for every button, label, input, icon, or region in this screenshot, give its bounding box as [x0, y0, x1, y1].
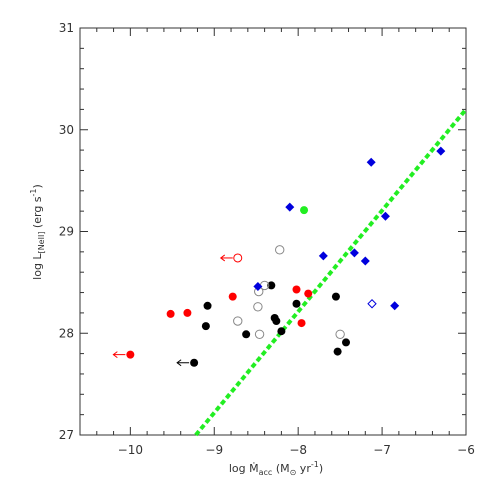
data-point-open [254, 329, 265, 339]
y-axis-label-units-close: ) [31, 184, 44, 188]
data-point [292, 285, 301, 294]
data-point-diamond [318, 251, 328, 261]
x-axis-label: log Ṁacc (M⊙ yr-1) [229, 460, 323, 477]
data-point [292, 299, 301, 308]
y-tick-label: 31 [59, 21, 74, 35]
upper-limit-marker [126, 350, 135, 359]
axis-ticks [79, 27, 467, 436]
y-axis-label: log L[NeII] (erg s-1) [29, 184, 46, 280]
upper-limit-point [112, 350, 135, 359]
upper-limit-marker [233, 253, 243, 263]
x-axis-label-prefix: log [229, 462, 249, 475]
data-point-open [275, 245, 285, 255]
data-point-open [233, 316, 243, 326]
data-points-layer [112, 146, 446, 367]
data-point [267, 281, 276, 290]
data-point-open [253, 302, 263, 312]
fit-line-layer [194, 108, 468, 437]
upper-limit-point [176, 358, 199, 367]
x-tick-label: −6 [457, 443, 475, 457]
x-axis-label-symbol: Ṁ [249, 462, 259, 475]
x-tick-labels: −10 −9 −8 −7 −6 [118, 443, 475, 457]
upper-limit-arrowhead [176, 359, 182, 367]
data-point-diamond [349, 248, 359, 258]
x-axis-label-units-open: (M [272, 462, 289, 475]
x-tick-label: −8 [289, 443, 307, 457]
data-point [166, 309, 175, 318]
x-tick-label: −10 [118, 443, 143, 457]
data-point-diamond [253, 281, 263, 291]
data-point [297, 319, 306, 328]
x-axis-label-units-sub: ⊙ [290, 468, 297, 477]
data-point [277, 327, 286, 336]
data-point [304, 289, 313, 298]
y-tick-label: 30 [59, 123, 74, 137]
y-tick-label: 28 [59, 326, 74, 340]
y-axis-label-prefix: log L [31, 253, 44, 280]
upper-limit-marker [190, 358, 199, 367]
data-point [201, 322, 210, 331]
data-point [342, 338, 351, 347]
upper-limit-arrowhead [112, 351, 118, 359]
data-point-diamond [390, 301, 400, 311]
y-axis-label-sub: [NeII] [37, 232, 46, 254]
plot-frame [79, 27, 467, 436]
upper-limit-point [219, 253, 243, 263]
data-point-diamond [360, 256, 370, 266]
y-axis-label-units-sup: -1 [29, 188, 38, 196]
upper-limit-arrowhead [219, 254, 226, 262]
data-point-diamond [366, 157, 376, 167]
x-axis-label-units-mid: yr [296, 462, 311, 475]
y-tick-label: 29 [59, 225, 74, 239]
data-point [203, 301, 212, 310]
data-point-diamond [380, 211, 390, 221]
y-tick-label: 27 [59, 428, 74, 442]
data-point [228, 292, 237, 301]
data-point-diamond-open [367, 299, 377, 309]
x-tick-label: −7 [373, 443, 391, 457]
x-tick-label: −9 [205, 443, 223, 457]
x-axis-label-units-sup: -1 [311, 460, 319, 469]
x-axis-label-units-close: ) [319, 462, 323, 475]
fit-line [194, 108, 468, 437]
data-point [300, 206, 309, 215]
data-point-diamond [436, 146, 446, 156]
x-axis-label-sub: acc [259, 468, 273, 477]
data-point [331, 292, 340, 301]
y-axis-label-units-open: (erg s [31, 196, 44, 231]
data-point [272, 317, 281, 326]
data-point-diamond [285, 202, 295, 212]
data-point-open [335, 329, 345, 339]
data-point [183, 308, 192, 317]
data-point [242, 330, 251, 339]
data-point [333, 347, 342, 356]
y-tick-labels: 27 28 29 30 31 [59, 21, 74, 442]
